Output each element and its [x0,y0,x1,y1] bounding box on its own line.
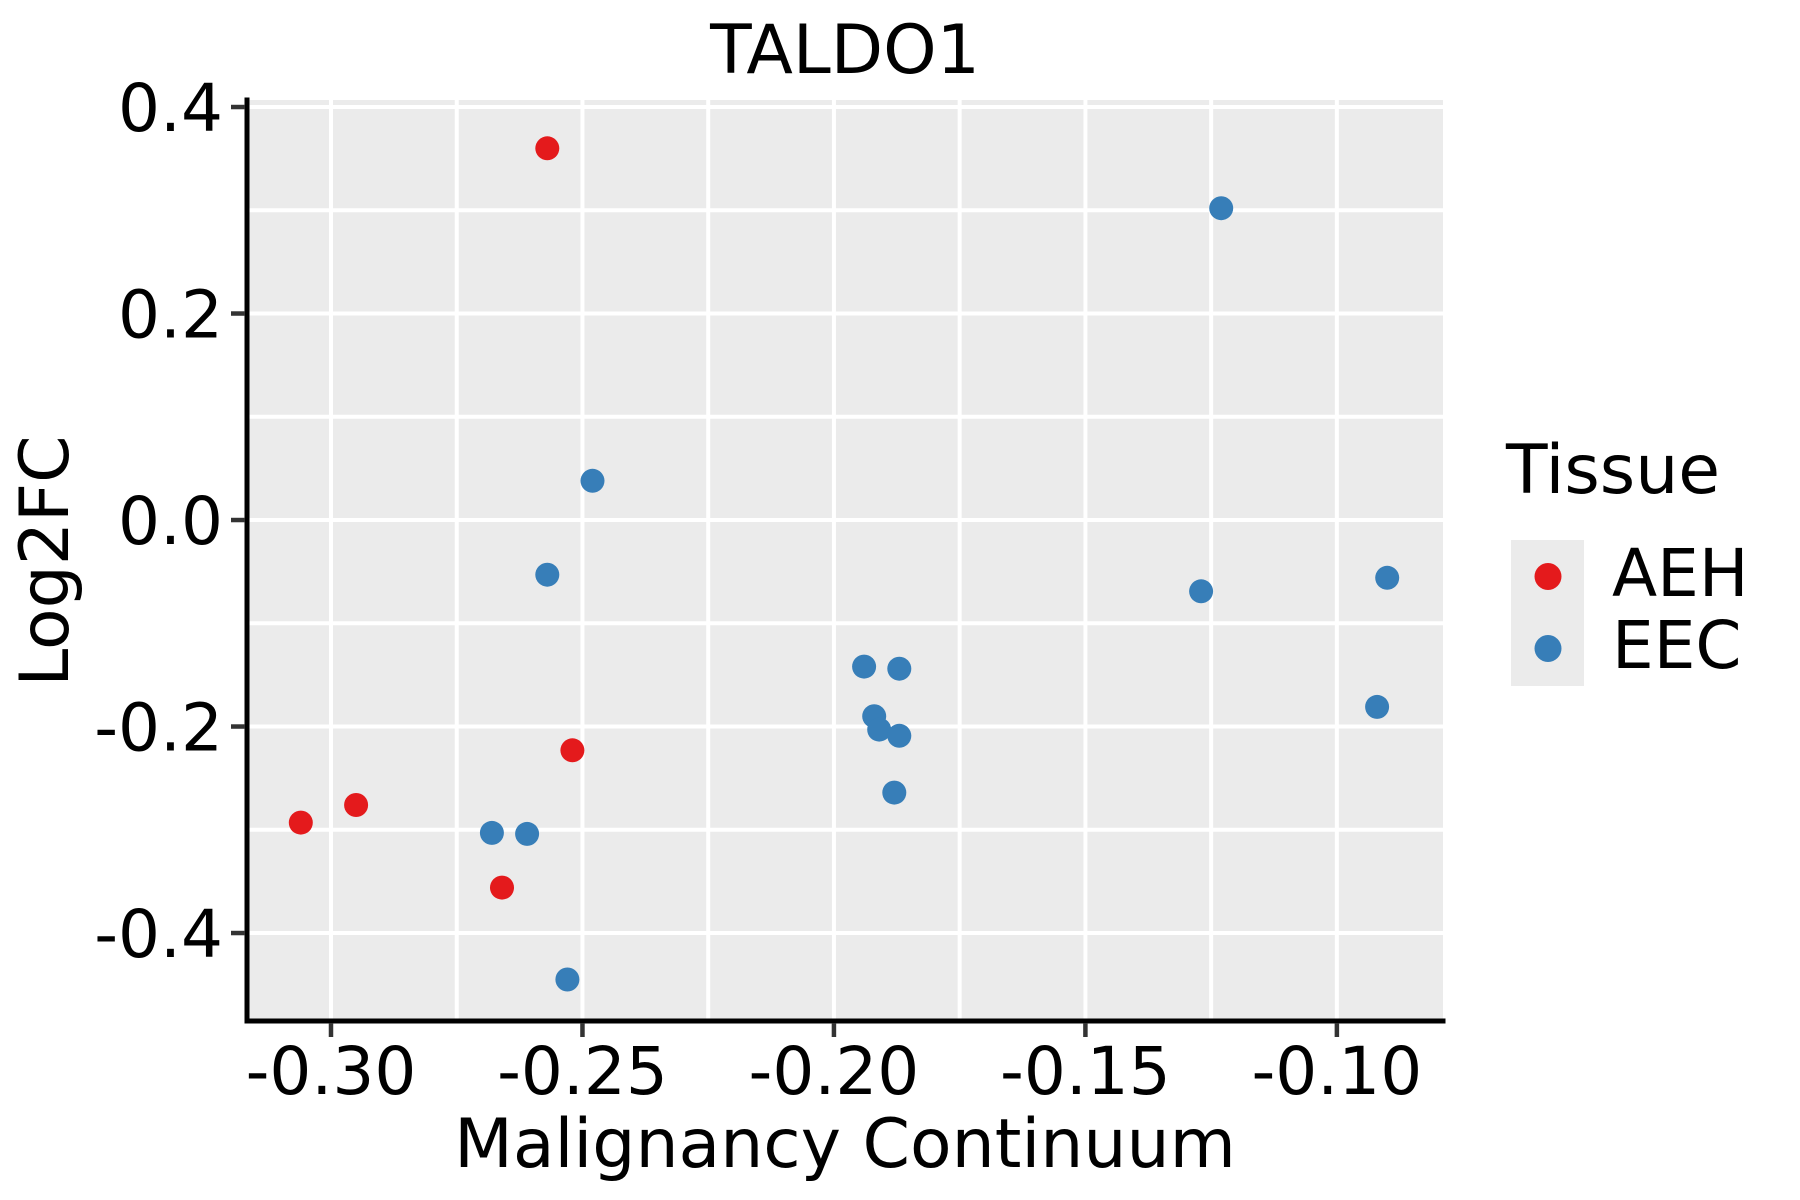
y-tick-label: 0.4 [118,70,223,147]
data-point-eec [867,717,892,742]
data-point-eec [882,780,907,805]
data-point-aeh [344,793,369,817]
data-point-eec [1365,694,1390,719]
data-point-eec [515,821,540,846]
data-point-eec [479,820,504,845]
data-point-aeh [490,875,514,900]
y-tick-label: -0.2 [94,690,223,767]
y-tick-label: 0.0 [118,483,223,560]
data-point-eec [887,723,912,748]
data-point-eec [1189,579,1214,604]
data-point-eec [887,656,912,681]
data-point-eec [535,562,560,587]
x-tick-label: -0.30 [246,1033,417,1110]
y-tick-label: -0.4 [94,896,223,973]
x-tick-label: -0.25 [497,1033,668,1110]
x-axis-label: Malignancy Continuum [454,1105,1236,1184]
plot-title: TALDO1 [710,11,980,90]
data-point-eec [580,468,605,493]
panel-background [247,100,1443,1021]
y-tick-label: 0.2 [118,277,223,354]
data-point-aeh [288,810,313,835]
data-point-eec [1375,565,1400,590]
x-tick-label: -0.10 [1251,1033,1422,1110]
data-point-eec [1209,196,1234,221]
x-tick-label: -0.15 [1000,1033,1171,1110]
data-point-eec [555,967,580,992]
x-tick-label: -0.20 [749,1033,920,1110]
y-axis-label: Log2FC [6,435,85,687]
data-point-eec [852,654,877,679]
data-point-aeh [560,738,585,763]
data-point-aeh [535,136,560,161]
